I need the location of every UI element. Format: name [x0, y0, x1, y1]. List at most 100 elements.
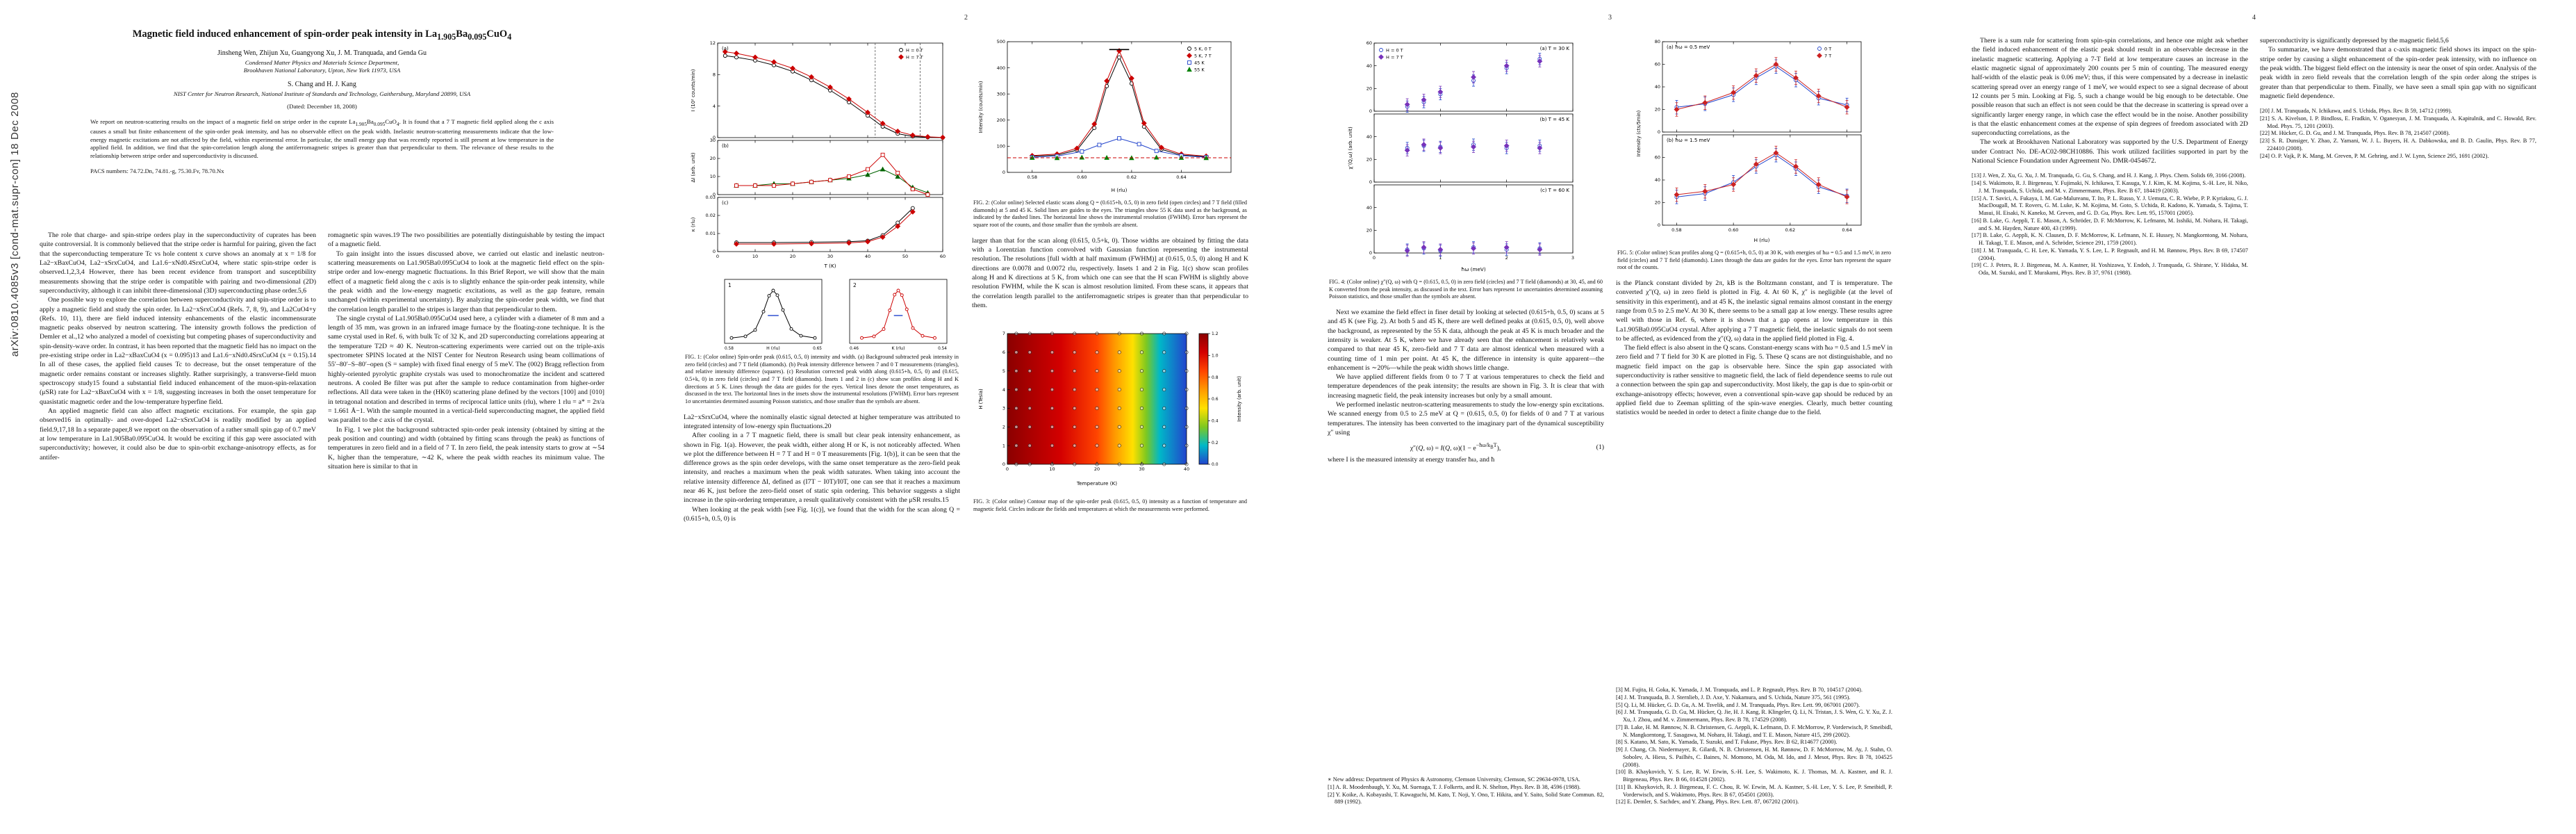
- page1-col2-paragraphs: romagnetic spin waves.19 The two possibi…: [328, 231, 604, 471]
- svg-text:(b) ħω = 1.5 meV: (b) ħω = 1.5 meV: [1667, 138, 1710, 143]
- svg-text:0.46: 0.46: [850, 347, 859, 350]
- reference-item: [5] Q. Li, M. Hücker, G. D. Gu, A. M. Ts…: [1616, 701, 1860, 708]
- svg-text:30: 30: [1139, 466, 1144, 472]
- svg-text:60: 60: [1655, 62, 1660, 67]
- reference-item: [8] S. Katano, M. Sato, K. Yamada, T. Su…: [1616, 739, 1838, 746]
- svg-text:500: 500: [997, 39, 1005, 44]
- svg-text:0.01: 0.01: [706, 231, 716, 236]
- svg-text:ħω (meV): ħω (meV): [1461, 266, 1485, 272]
- svg-text:(a): (a): [722, 46, 729, 51]
- svg-text:5 K, 7 T: 5 K, 7 T: [1194, 53, 1212, 58]
- body-paragraph: The work at Brookhaven National Laborato…: [1972, 138, 2248, 165]
- svg-text:H = 7 T: H = 7 T: [1386, 54, 1403, 60]
- svg-text:0.2: 0.2: [1212, 441, 1219, 445]
- affiliation-1-line-1: Condensed Matter Physics and Materials S…: [245, 58, 399, 66]
- page2-column-right: 0.58 0.60 0.62 0.64 0 100 200 300 400 500 5 K, 0 T…: [972, 36, 1248, 806]
- page4-column-left: There is a sum rule for scattering from …: [1972, 36, 2248, 806]
- svg-text:10: 10: [710, 174, 716, 179]
- page-number: 4: [2252, 14, 2256, 22]
- svg-text:0.54: 0.54: [938, 347, 947, 350]
- svg-text:Intensity (cts/5min): Intensity (cts/5min): [1636, 110, 1642, 156]
- svg-text:2: 2: [1002, 425, 1005, 430]
- svg-text:0.65: 0.65: [813, 347, 822, 350]
- svg-text:4: 4: [713, 104, 716, 109]
- page4-column-right: superconductivity is significantly depre…: [2260, 36, 2536, 806]
- svg-text:0: 0: [713, 135, 716, 140]
- svg-text:(b) T = 45 K: (b) T = 45 K: [1540, 117, 1570, 122]
- svg-text:20: 20: [1655, 107, 1660, 113]
- svg-text:1: 1: [1002, 443, 1005, 448]
- svg-text:20: 20: [790, 254, 795, 259]
- arxiv-stamp-text: arXiv:0810.4085v3 [cond-mat.supr-con] 18…: [8, 92, 21, 357]
- svg-text:40: 40: [1655, 177, 1660, 183]
- affiliation-1-line-2: Brookhaven National Laboratory, Upton, N…: [243, 67, 401, 74]
- body-paragraph: We have applied different fields from 0 …: [1328, 373, 1604, 400]
- page1-col1-paragraphs: The role that charge- and spin-stripe or…: [40, 231, 316, 462]
- svg-text:(c) T = 60 K: (c) T = 60 K: [1540, 188, 1569, 193]
- svg-text:K (rlu): K (rlu): [891, 346, 905, 350]
- authors-line-1: Jinsheng Wen, Zhijun Xu, Guangyong Xu, J…: [217, 49, 427, 57]
- paper-title: Magnetic field induced enhancement of sp…: [132, 28, 512, 42]
- svg-text:0: 0: [1369, 108, 1372, 114]
- svg-text:60: 60: [940, 254, 946, 259]
- equation-row: χ″(Q, ω) = I(Q, ω)(1 − e−ħω/kBT), (1): [1328, 442, 1604, 452]
- svg-text:H = 0 T: H = 0 T: [1386, 47, 1403, 53]
- reference-item: [2] Y. Koike, A. Kobayashi, T. Kawaguchi…: [1328, 791, 1604, 806]
- reference-item: [6] J. M. Tranquada, G. D. Gu, M. Hücker…: [1616, 709, 1892, 723]
- svg-text:20: 20: [1094, 466, 1100, 472]
- svg-text:40: 40: [1367, 134, 1372, 140]
- svg-text:H = 7 T: H = 7 T: [906, 54, 923, 60]
- reference-item: [19] C. J. Peters, R. J. Birgeneau, M. A…: [1972, 262, 2248, 277]
- body-paragraph: superconductivity is significantly depre…: [2260, 37, 2449, 44]
- svg-text:1.0: 1.0: [1212, 354, 1219, 359]
- dated-line: (Dated: December 18, 2008): [287, 103, 357, 111]
- svg-text:40: 40: [1655, 84, 1660, 90]
- svg-text:0: 0: [713, 192, 716, 197]
- page-number: 2: [964, 14, 968, 22]
- figure-3-caption: FIG. 3: (Color online) Contour map of th…: [973, 498, 1247, 512]
- svg-text:1: 1: [728, 282, 732, 288]
- svg-text:0: 0: [1369, 179, 1372, 185]
- svg-text:3: 3: [1002, 406, 1005, 411]
- page3-column-right: 0 20 40 60 80 (a) ħω = 0.5 meV 0 T 7 T 0.58 0.60 0…: [1616, 36, 1892, 806]
- reference-item: [18] J. M. Tranquada, C. H. Lee, K. Yama…: [1972, 247, 2248, 261]
- svg-text:H (Tesla): H (Tesla): [978, 389, 984, 409]
- svg-text:0: 0: [1658, 222, 1660, 228]
- reference-item: [21] S. A. Kivelson, I. P. Bindloss, E. …: [2260, 115, 2536, 129]
- svg-text:30: 30: [827, 254, 833, 259]
- svg-text:3: 3: [1571, 255, 1574, 261]
- reference-item: [12] E. Demler, S. Sachdev, and Y. Zhang…: [1616, 799, 1799, 806]
- reference-item: [7] B. Lake, H. M. Rønnow, N. B. Christe…: [1616, 723, 1892, 738]
- svg-text:50: 50: [902, 254, 908, 259]
- reference-item: [9] J. Chang, Ch. Niedermayer, R. Gilard…: [1616, 746, 1892, 768]
- page2-right-paragraphs: larger than that for the scan along (0.6…: [972, 236, 1248, 311]
- svg-text:0.4: 0.4: [1212, 419, 1219, 424]
- body-paragraph: where I is the measured intensity at ene…: [1328, 455, 1495, 464]
- reference-item: [16] B. Lake, G. Aeppli, T. E. Mason, A.…: [1972, 217, 2248, 231]
- reference-list: [20] J. M. Tranquada, N. Ichikawa, and S…: [2260, 108, 2536, 160]
- reference-item: [15] A. T. Savici, A. Fukaya, I. M. Gat-…: [1972, 195, 2248, 217]
- svg-text:20: 20: [1655, 200, 1660, 206]
- paper-header: Magnetic field induced enhancement of sp…: [54, 28, 590, 174]
- svg-text:0: 0: [1006, 466, 1009, 472]
- svg-text:0.58: 0.58: [1027, 174, 1037, 180]
- body-paragraph: The field effect is also absent in the Q…: [1616, 344, 1892, 417]
- body-paragraph: Next we examine the field effect in fine…: [1328, 308, 1604, 372]
- body-paragraph: The single crystal of La1.905Ba0.095CuO4…: [328, 314, 604, 425]
- svg-text:80: 80: [1655, 39, 1660, 44]
- svg-text:0: 0: [716, 254, 719, 259]
- svg-text:2: 2: [853, 282, 857, 288]
- svg-text:5: 5: [1002, 368, 1005, 374]
- svg-text:0.02: 0.02: [706, 213, 716, 218]
- svg-text:0.64: 0.64: [1842, 227, 1851, 233]
- page1-column-right: romagnetic spin waves.19 The two possibi…: [328, 231, 604, 806]
- svg-text:60: 60: [1655, 155, 1660, 161]
- svg-text:0.60: 0.60: [1728, 227, 1738, 233]
- svg-text:Intensity (counts/min): Intensity (counts/min): [978, 81, 984, 133]
- svg-text:60: 60: [1367, 40, 1372, 46]
- page-number: 3: [1608, 14, 1612, 22]
- svg-text:0.62: 0.62: [1785, 227, 1795, 233]
- body-paragraph: When looking at the peak width [see Fig.…: [684, 505, 960, 523]
